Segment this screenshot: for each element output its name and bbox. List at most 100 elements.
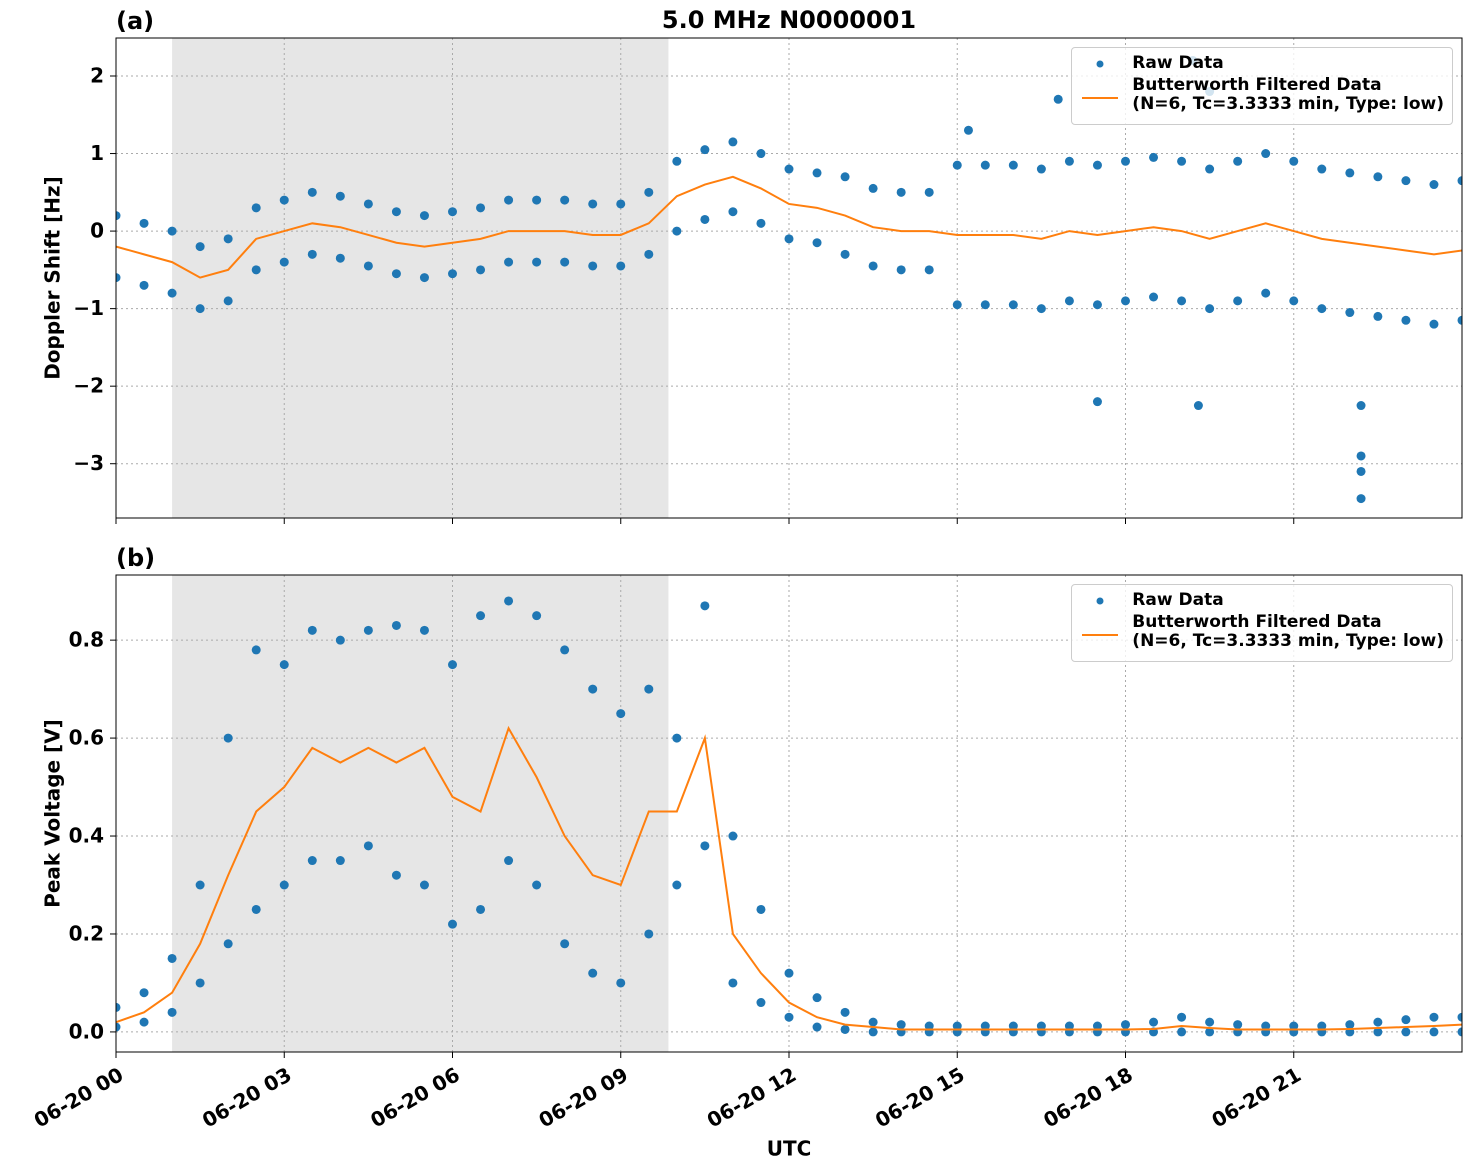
raw-point (307, 187, 317, 197)
raw-point (167, 1007, 177, 1017)
legend: Raw Data Butterworth Filtered Data (N=6, … (1071, 584, 1453, 662)
raw-point (1092, 300, 1102, 310)
raw-point (116, 273, 121, 283)
raw-point (116, 1022, 121, 1032)
y-tick-label: −3 (73, 451, 104, 475)
legend-label: Butterworth Filtered Data (N=6, Tc=3.333… (1132, 75, 1444, 114)
raw-point (419, 880, 429, 890)
legend-key (1080, 613, 1120, 653)
raw-point (1121, 296, 1130, 306)
raw-point (167, 226, 177, 236)
raw-point (700, 145, 710, 155)
raw-point (251, 645, 261, 655)
raw-point (223, 296, 233, 306)
x-tick-label: 06-20 06 (366, 1062, 464, 1132)
raw-point (1345, 1020, 1355, 1030)
y-tick-label: 1 (90, 141, 104, 165)
raw-point (1289, 156, 1299, 166)
panel-label: (a) (116, 7, 154, 35)
y-tick-label: −1 (73, 296, 104, 320)
raw-point (1008, 160, 1018, 170)
raw-point (1177, 1012, 1187, 1022)
raw-point (419, 211, 429, 221)
raw-point (672, 226, 682, 236)
raw-point (251, 203, 261, 213)
raw-point (1177, 1027, 1187, 1037)
raw-point (448, 660, 457, 670)
raw-point (391, 207, 401, 217)
raw-point (532, 880, 542, 890)
raw-point (419, 625, 429, 635)
raw-point (391, 620, 401, 630)
raw-point (644, 929, 654, 939)
raw-point (307, 625, 317, 635)
raw-point (700, 841, 710, 851)
raw-point (756, 149, 766, 159)
raw-point (1317, 304, 1327, 314)
raw-point (1092, 160, 1102, 170)
raw-point (700, 601, 710, 611)
raw-point (504, 257, 514, 267)
raw-point (1233, 296, 1243, 306)
raw-point (812, 168, 822, 178)
raw-point (644, 249, 654, 259)
raw-point (1356, 451, 1366, 461)
raw-point (952, 160, 962, 170)
raw-point (616, 709, 626, 719)
raw-point (167, 953, 177, 963)
raw-point (672, 156, 682, 166)
raw-point (335, 856, 345, 866)
raw-point (1233, 1020, 1243, 1030)
raw-point (1149, 152, 1159, 162)
raw-point (840, 172, 850, 182)
raw-point (448, 919, 457, 929)
raw-point (1177, 156, 1187, 166)
y-tick-label: 2 (90, 63, 104, 87)
raw-point (868, 261, 878, 271)
raw-point (1149, 1017, 1159, 1027)
shaded-span (172, 575, 669, 1052)
raw-point (868, 1027, 878, 1037)
y-tick-label: 0.4 (69, 824, 104, 848)
x-tick-label: 06-20 09 (534, 1062, 632, 1132)
raw-point (616, 978, 626, 988)
legend-label: Raw Data (1132, 53, 1224, 73)
chart-title: 5.0 MHz N0000001 (662, 6, 916, 34)
raw-point (560, 195, 570, 205)
raw-point (251, 904, 261, 914)
raw-point (419, 273, 429, 283)
raw-point (307, 856, 317, 866)
raw-point (116, 211, 121, 221)
raw-point (532, 195, 542, 205)
legend-entry: Raw Data (1080, 591, 1444, 611)
raw-point (223, 733, 233, 743)
raw-point (672, 880, 682, 890)
raw-point (616, 261, 626, 271)
x-tick-label: 06-20 00 (30, 1062, 128, 1132)
raw-point (223, 939, 233, 949)
raw-point (784, 164, 794, 174)
raw-point (1205, 304, 1215, 314)
x-axis-label: UTC (767, 1137, 812, 1161)
raw-point (1373, 1027, 1383, 1037)
raw-point (616, 199, 626, 209)
raw-point (391, 269, 401, 279)
raw-point (560, 645, 570, 655)
raw-point (728, 207, 738, 217)
raw-point (476, 203, 486, 213)
raw-point (195, 304, 205, 314)
raw-point (784, 968, 794, 978)
raw-point (1121, 1020, 1130, 1030)
raw-point (588, 261, 598, 271)
legend-swatch (1096, 60, 1104, 68)
raw-point (840, 1007, 850, 1017)
raw-point (1008, 300, 1018, 310)
legend-entry: Butterworth Filtered Data (N=6, Tc=3.333… (1080, 613, 1444, 653)
raw-point (1373, 1017, 1383, 1027)
raw-point (1345, 308, 1355, 318)
raw-point (279, 660, 289, 670)
raw-point (1457, 1012, 1462, 1022)
legend-key-icon (1096, 60, 1104, 68)
y-tick-label: 0 (90, 219, 104, 243)
